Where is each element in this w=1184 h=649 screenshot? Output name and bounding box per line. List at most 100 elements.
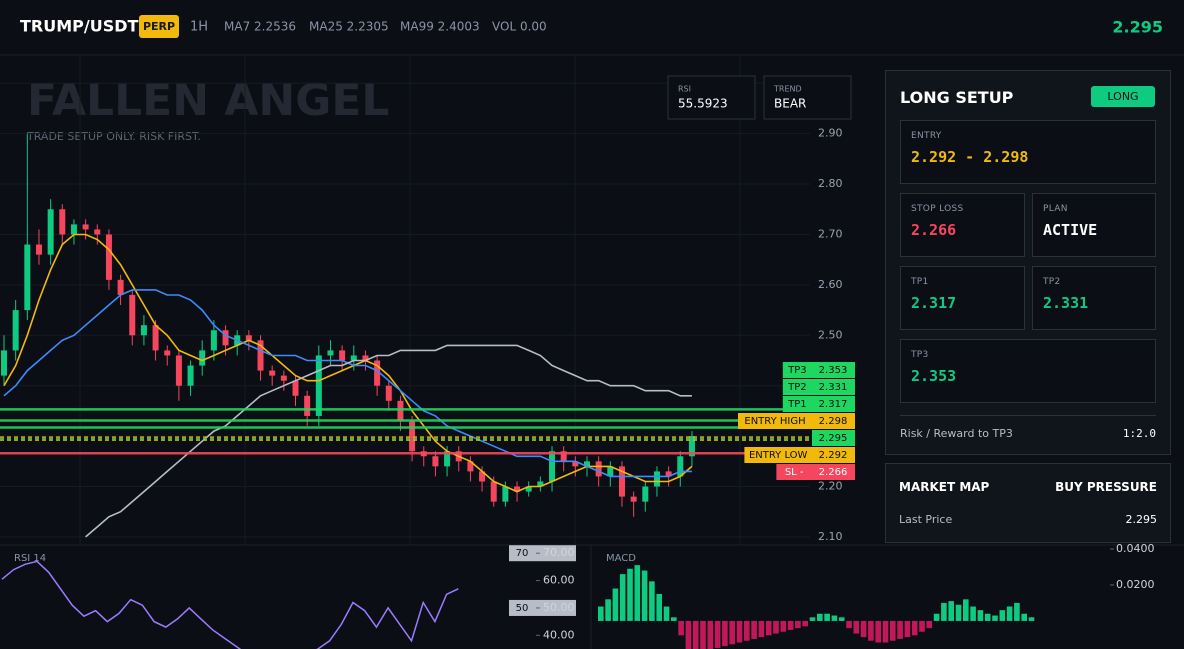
candle-body	[584, 461, 590, 467]
trend-box-value: BEAR	[774, 97, 806, 111]
tp3-label: TP3	[911, 350, 929, 360]
tp3-value: 2.353	[911, 367, 957, 385]
tp2-value: 2.331	[1043, 294, 1089, 312]
ma-line	[3, 289, 692, 478]
candle-body	[642, 486, 649, 502]
market-status: BUY PRESSURE	[1055, 480, 1157, 494]
rsi-line	[1, 560, 459, 649]
market-map-title: MARKET MAP	[899, 480, 990, 494]
macd-bar	[999, 610, 1006, 621]
candle-body	[595, 461, 602, 477]
macd-panel: MACD 0.0400 0.0200	[598, 542, 1155, 649]
candle-body	[502, 486, 509, 502]
level-value: 2.298	[819, 416, 848, 427]
stop-value: 2.266	[911, 221, 957, 239]
level-value: 2.295	[819, 433, 848, 444]
macd-bar	[802, 620, 808, 627]
macd-bar	[692, 620, 699, 649]
macd-bar	[897, 620, 903, 639]
watermark-subtitle: TRADE SETUP ONLY. RISK FIRST.	[26, 130, 201, 143]
macd-bar	[714, 620, 721, 648]
watermark-title: FALLEN ANGEL	[27, 75, 389, 126]
macd-bar	[984, 613, 991, 621]
candle-body	[24, 244, 31, 311]
rsi-box-value: 55.5923	[678, 97, 728, 111]
candle-body	[35, 244, 42, 255]
level-value: 2.331	[819, 382, 848, 393]
level-value-box	[812, 430, 855, 446]
entry-value: 2.292 - 2.298	[911, 148, 1029, 166]
level-name-box	[782, 362, 812, 378]
level-name: TP2	[787, 382, 807, 393]
candle-body	[1, 350, 7, 376]
y-tick-label: 2.90	[818, 127, 843, 140]
macd-bar	[663, 606, 670, 621]
level-value-box	[812, 447, 855, 463]
candle-body	[70, 224, 77, 235]
macd-bar	[787, 620, 794, 630]
macd-bar	[1006, 606, 1013, 621]
level-name-box	[782, 396, 812, 412]
rr-label: Risk / Reward to TP3	[900, 427, 1013, 440]
ma25-label: MA25 2.2305	[309, 20, 389, 34]
y-tick-label: 40.00	[543, 628, 575, 641]
trend-box-label: TREND	[773, 85, 802, 94]
plan-card: PLAN ACTIVE	[1032, 193, 1156, 257]
macd-bar	[773, 620, 779, 634]
macd-bar	[656, 593, 662, 621]
candle-body	[444, 451, 451, 467]
macd-bar	[605, 599, 611, 621]
level-value-box	[812, 379, 855, 395]
candle-body	[315, 355, 322, 416]
setup-title: LONG SETUP	[900, 88, 1014, 107]
candle-body	[479, 471, 486, 482]
macd-bar	[780, 620, 787, 632]
candle-body	[47, 209, 54, 255]
candle-body	[560, 451, 567, 462]
macd-bar	[809, 617, 816, 621]
macd-bar	[875, 620, 881, 643]
macd-bar	[736, 620, 743, 643]
last-price: 2.295	[1112, 18, 1163, 37]
level-name-box	[738, 413, 812, 429]
macd-bar	[948, 601, 954, 621]
candle-body	[105, 234, 112, 280]
macd-bar	[941, 602, 947, 621]
macd-bar	[751, 620, 757, 639]
macd-bar	[977, 610, 984, 621]
entry-label: ENTRY	[911, 131, 942, 141]
macd-bar	[838, 617, 845, 621]
tp2-card: TP2 2.331	[1032, 266, 1156, 330]
y-tick-label: 0.0200	[1116, 578, 1155, 591]
ma99-label: MA99 2.4003	[400, 20, 480, 34]
candle-body	[630, 496, 637, 502]
level-name-box	[782, 379, 812, 395]
level-value: 2.266	[819, 467, 848, 478]
macd-bar	[868, 620, 874, 641]
y-tick-label: 2.50	[818, 328, 843, 341]
candle-body	[164, 350, 171, 356]
candle-body	[199, 350, 206, 366]
candle-body	[175, 355, 182, 386]
price-axis: 3.002.902.802.702.602.502.402.302.202.10…	[738, 76, 855, 543]
macd-bar	[649, 581, 655, 621]
candle-body	[525, 486, 532, 492]
candle-body	[280, 375, 287, 381]
long-badge[interactable]: LONG	[1091, 86, 1155, 107]
candle-body	[210, 330, 217, 351]
y-tick-label: 0.0400	[1116, 542, 1155, 555]
macd-bar	[882, 620, 889, 643]
tp2-label: TP2	[1043, 277, 1061, 287]
level-value: 2.292	[819, 450, 848, 461]
macd-bar	[634, 565, 641, 621]
setup-panel: LONG SETUP LONG ENTRY 2.292 - 2.298 STOP…	[885, 70, 1171, 455]
macd-bar	[963, 599, 969, 621]
candle-body	[665, 471, 672, 477]
level-name-box	[744, 447, 812, 463]
macd-bar	[1028, 617, 1035, 621]
level-name: ENTRY HIGH	[744, 416, 805, 427]
candle-body	[152, 325, 159, 351]
candle-body	[117, 279, 124, 295]
